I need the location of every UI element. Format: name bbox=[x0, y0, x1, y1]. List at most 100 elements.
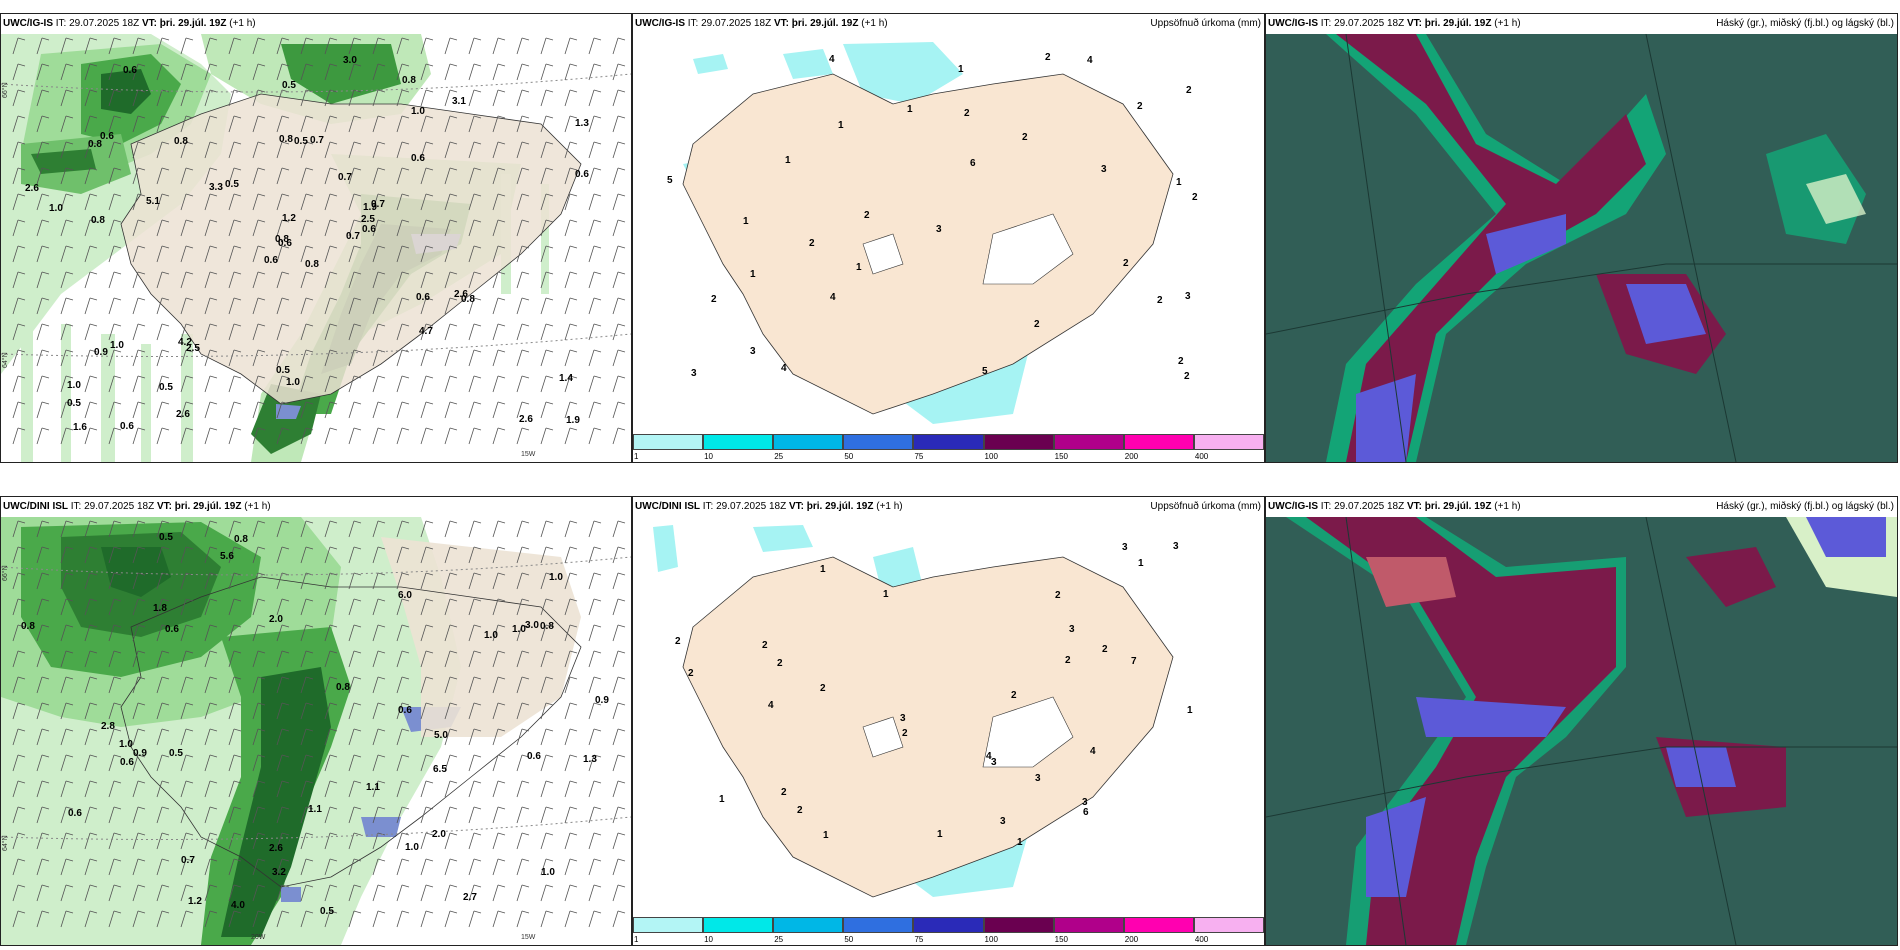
wind-barb-icon bbox=[132, 167, 146, 185]
wind-barb-icon bbox=[12, 598, 26, 616]
wind-barb-icon bbox=[36, 141, 50, 159]
value-label: 3 bbox=[1185, 291, 1191, 302]
wind-barb-icon bbox=[180, 245, 194, 263]
value-label: 7 bbox=[1131, 656, 1137, 667]
wind-barb-icon bbox=[444, 676, 458, 694]
wind-barb-icon bbox=[492, 806, 506, 824]
wind-barb-icon bbox=[156, 89, 170, 107]
wind-barb-icon bbox=[420, 832, 434, 850]
wind-barb-icon bbox=[588, 271, 602, 289]
wind-barb-icon bbox=[60, 323, 74, 341]
wind-barb-icon bbox=[108, 167, 122, 185]
it-value: 29.07.2025 18Z bbox=[69, 18, 140, 29]
wind-barb-icon bbox=[252, 520, 266, 538]
wind-barb-icon bbox=[396, 323, 410, 341]
value-label: 3 bbox=[1069, 624, 1075, 635]
wind-barb-icon bbox=[84, 63, 98, 81]
value-label: 2 bbox=[1137, 101, 1143, 112]
wind-barb-icon bbox=[60, 219, 74, 237]
wind-barb-icon bbox=[348, 884, 362, 902]
wind-barb-icon bbox=[156, 598, 170, 616]
wind-barb-icon bbox=[84, 401, 98, 419]
wind-barb-icon bbox=[372, 401, 386, 419]
wind-barb-icon bbox=[204, 219, 218, 237]
value-label: 0.6 bbox=[165, 624, 179, 635]
wind-barb-icon bbox=[180, 806, 194, 824]
wind-barb-icon bbox=[396, 89, 410, 107]
wind-barb-icon bbox=[60, 676, 74, 694]
model-name: UWC/DINI ISL bbox=[3, 501, 68, 512]
wind-barb-icon bbox=[372, 349, 386, 367]
wind-barb-icon bbox=[36, 37, 50, 55]
wind-barb-icon bbox=[300, 323, 314, 341]
value-label: 2 bbox=[809, 238, 815, 249]
wind-barb-icon bbox=[36, 401, 50, 419]
value-label: 4 bbox=[1090, 746, 1096, 757]
wind-barb-icon bbox=[252, 349, 266, 367]
value-label: 2 bbox=[781, 787, 787, 798]
wind-barb-icon bbox=[252, 728, 266, 746]
wind-barb-icon bbox=[540, 219, 554, 237]
wind-barb-icon bbox=[564, 89, 578, 107]
wind-barb-icon bbox=[228, 141, 242, 159]
wind-barb-icon bbox=[276, 271, 290, 289]
wind-barb-icon bbox=[396, 806, 410, 824]
wind-barb-icon bbox=[252, 832, 266, 850]
wind-barb-icon bbox=[564, 323, 578, 341]
wind-barb-icon bbox=[60, 427, 74, 445]
wind-barb-icon bbox=[132, 832, 146, 850]
value-label: 2 bbox=[1184, 371, 1190, 382]
wind-barb-icon bbox=[492, 401, 506, 419]
wind-barb-icon bbox=[156, 624, 170, 642]
wind-barb-icon bbox=[396, 546, 410, 564]
wind-barb-icon bbox=[156, 297, 170, 315]
wind-barb-icon bbox=[588, 297, 602, 315]
lat-label: 64°N bbox=[1, 352, 9, 368]
wind-barb-icon bbox=[300, 858, 314, 876]
wind-barb-icon bbox=[468, 401, 482, 419]
wind-barb-icon bbox=[12, 832, 26, 850]
wind-barb-icon bbox=[60, 193, 74, 211]
wind-barb-icon bbox=[468, 650, 482, 668]
wind-barb-icon bbox=[252, 702, 266, 720]
wind-barb-icon bbox=[588, 546, 602, 564]
wind-barb-icon bbox=[252, 297, 266, 315]
wind-barb-icon bbox=[444, 702, 458, 720]
offset: (+1 h) bbox=[1494, 501, 1521, 512]
panel-header: UWC/IG-IS IT: 29.07.2025 18Z VT: þri. 29… bbox=[1, 14, 631, 34]
wind-barb-icon bbox=[228, 546, 242, 564]
wind-barb-icon bbox=[132, 89, 146, 107]
wind-barb-icon bbox=[228, 832, 242, 850]
wind-barb-icon bbox=[492, 676, 506, 694]
wind-barb-icon bbox=[612, 754, 626, 772]
wind-barb-icon bbox=[612, 63, 626, 81]
wind-barb-icon bbox=[228, 37, 242, 55]
wind-barb-icon bbox=[84, 167, 98, 185]
wind-barb-icon bbox=[204, 624, 218, 642]
wind-barb-icon bbox=[180, 780, 194, 798]
value-label: 0.6 bbox=[68, 808, 82, 819]
wind-barb-icon bbox=[324, 89, 338, 107]
wind-barb-icon bbox=[252, 375, 266, 393]
wind-barb-icon bbox=[84, 728, 98, 746]
wind-barb-icon bbox=[516, 702, 530, 720]
wind-barb-icon bbox=[300, 676, 314, 694]
wind-barb-icon bbox=[420, 676, 434, 694]
wind-barb-icon bbox=[612, 245, 626, 263]
vt-label: VT: bbox=[788, 501, 804, 512]
wind-barb-icon bbox=[180, 676, 194, 694]
value-label: 0.5 bbox=[276, 365, 290, 376]
wind-barb-icon bbox=[324, 572, 338, 590]
wind-barb-icon bbox=[612, 349, 626, 367]
wind-barb-icon bbox=[108, 193, 122, 211]
wind-barb-icon bbox=[204, 832, 218, 850]
vt-value: þri. 29.júl. 19Z bbox=[806, 501, 874, 512]
wind-barb-icon bbox=[180, 193, 194, 211]
wind-barb-icon bbox=[516, 89, 530, 107]
wind-barb-icon bbox=[588, 858, 602, 876]
wind-barb-icon bbox=[396, 193, 410, 211]
wind-barb-icon bbox=[108, 858, 122, 876]
value-label: 3.1 bbox=[452, 96, 466, 107]
wind-barb-icon bbox=[444, 624, 458, 642]
